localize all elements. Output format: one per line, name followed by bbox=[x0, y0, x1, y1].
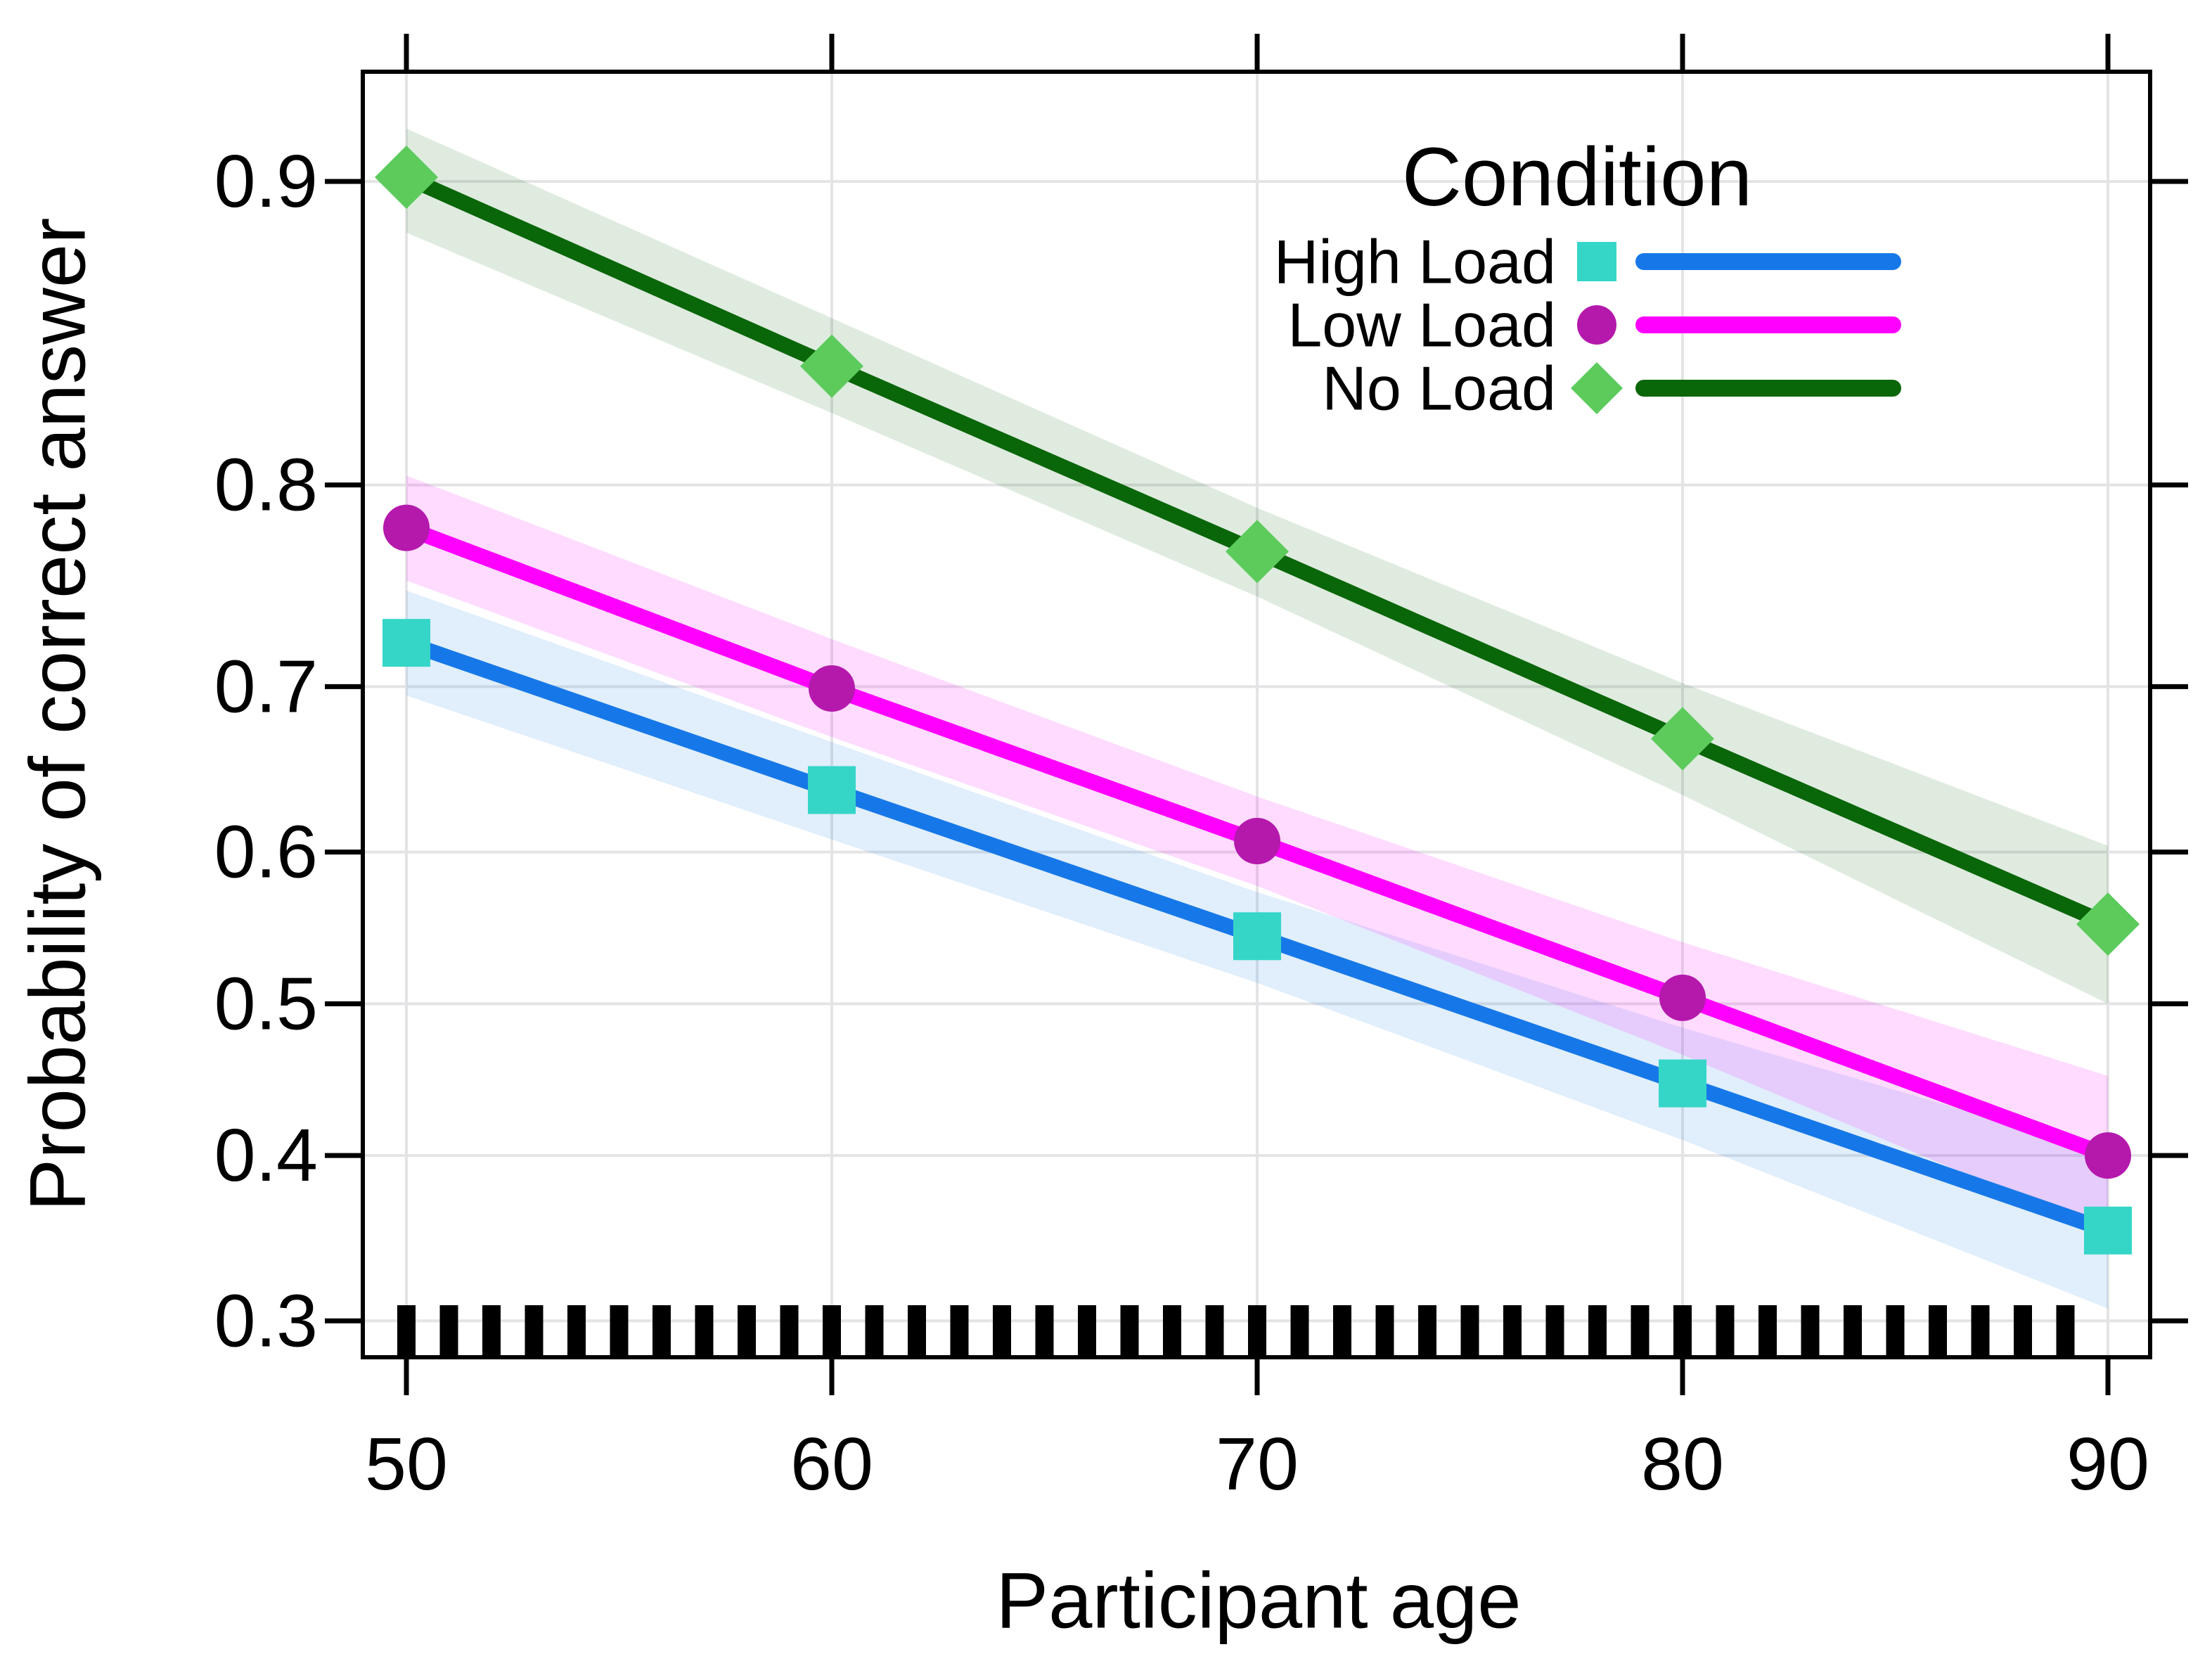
rug-mark bbox=[1886, 1305, 1905, 1357]
square-marker-high-load bbox=[1233, 912, 1281, 961]
rug-mark bbox=[1460, 1305, 1479, 1357]
rug-mark bbox=[1205, 1305, 1224, 1357]
rug-mark bbox=[1290, 1305, 1309, 1357]
rug-mark bbox=[1375, 1305, 1394, 1357]
rug-mark bbox=[738, 1305, 756, 1357]
rug-mark bbox=[1418, 1305, 1436, 1357]
axis-titles: Participant age Probability of correct an… bbox=[14, 217, 1522, 1644]
diamond-marker-no-load bbox=[800, 334, 863, 398]
y-axis-title: Probability of correct answer bbox=[14, 217, 102, 1211]
rug-mark bbox=[1631, 1305, 1650, 1357]
legend-diamond-marker-no-load bbox=[1571, 362, 1623, 414]
square-marker-high-load bbox=[1659, 1059, 1706, 1108]
rug-mark bbox=[1716, 1305, 1735, 1357]
rug-mark bbox=[1758, 1305, 1777, 1357]
circle-marker-low-load bbox=[383, 504, 430, 551]
legend-circle-marker-low-load bbox=[1577, 305, 1616, 345]
rug-mark bbox=[1503, 1305, 1522, 1357]
square-marker-high-load bbox=[808, 766, 856, 814]
square-marker-high-load bbox=[2084, 1206, 2132, 1255]
x-tick-label: 50 bbox=[365, 1423, 448, 1506]
rug-mark bbox=[1588, 1305, 1607, 1357]
rug-mark bbox=[1035, 1305, 1054, 1357]
y-tick-label: 0.6 bbox=[214, 811, 318, 894]
rug-mark bbox=[993, 1305, 1011, 1357]
rug-mark bbox=[908, 1305, 926, 1357]
rug-mark bbox=[567, 1305, 586, 1357]
rug-mark bbox=[525, 1305, 544, 1357]
y-tick-label: 0.9 bbox=[214, 140, 318, 223]
diamond-marker-no-load bbox=[1651, 707, 1714, 771]
diamond-marker-no-load bbox=[1226, 520, 1289, 584]
rug-mark bbox=[865, 1305, 884, 1357]
rug-mark bbox=[482, 1305, 501, 1357]
diamond-marker-no-load bbox=[375, 146, 438, 210]
y-tick-label: 0.7 bbox=[214, 645, 318, 728]
rug-mark bbox=[652, 1305, 671, 1357]
x-tick-label: 70 bbox=[1216, 1423, 1299, 1506]
rug-mark bbox=[695, 1305, 714, 1357]
axis-ticks bbox=[325, 34, 2188, 1395]
circle-marker-low-load bbox=[2085, 1132, 2131, 1179]
rug-marks bbox=[397, 1305, 2075, 1357]
circle-marker-low-load bbox=[1659, 974, 1706, 1021]
x-axis-title: Participant age bbox=[996, 1557, 1521, 1645]
tick-labels: 50 60 70 80 90 0.9 0.8 0.7 0.6 0.5 0.4 0.3 bbox=[214, 140, 2149, 1506]
y-tick-label: 0.8 bbox=[214, 444, 318, 527]
rug-mark bbox=[1929, 1305, 1947, 1357]
circle-marker-low-load bbox=[809, 665, 855, 712]
x-tick-label: 80 bbox=[1641, 1423, 1724, 1506]
rug-mark bbox=[1801, 1305, 1820, 1357]
y-tick-label: 0.3 bbox=[214, 1279, 318, 1362]
rug-mark bbox=[1248, 1305, 1266, 1357]
rug-mark bbox=[1120, 1305, 1139, 1357]
legend-label-low-load: Low Load bbox=[1287, 290, 1556, 360]
rug-mark bbox=[1971, 1305, 1990, 1357]
circle-marker-low-load bbox=[1234, 818, 1280, 865]
square-marker-high-load bbox=[382, 619, 430, 667]
legend-label-no-load: No Load bbox=[1322, 354, 1556, 423]
data-markers bbox=[375, 146, 2140, 1255]
rug-mark bbox=[1545, 1305, 1564, 1357]
rug-mark bbox=[1163, 1305, 1181, 1357]
rug-mark bbox=[2056, 1305, 2075, 1357]
rug-mark bbox=[439, 1305, 458, 1357]
rug-mark bbox=[397, 1305, 416, 1357]
y-tick-label: 0.5 bbox=[214, 962, 318, 1045]
x-tick-label: 90 bbox=[2066, 1423, 2149, 1506]
rug-mark bbox=[1078, 1305, 1096, 1357]
rug-mark bbox=[780, 1305, 799, 1357]
legend-square-marker-high-load bbox=[1577, 242, 1616, 281]
legend-title: Condition bbox=[1402, 131, 1753, 224]
x-tick-label: 60 bbox=[790, 1423, 873, 1506]
rug-mark bbox=[1673, 1305, 1692, 1357]
rug-mark bbox=[610, 1305, 629, 1357]
diamond-marker-no-load bbox=[2076, 892, 2140, 956]
rug-mark bbox=[1844, 1305, 1862, 1357]
y-tick-label: 0.4 bbox=[214, 1114, 318, 1197]
rug-mark bbox=[950, 1305, 969, 1357]
rug-mark bbox=[823, 1305, 841, 1357]
rug-mark bbox=[1333, 1305, 1351, 1357]
legend-label-high-load: High Load bbox=[1274, 227, 1556, 297]
rug-mark bbox=[2014, 1305, 2032, 1357]
